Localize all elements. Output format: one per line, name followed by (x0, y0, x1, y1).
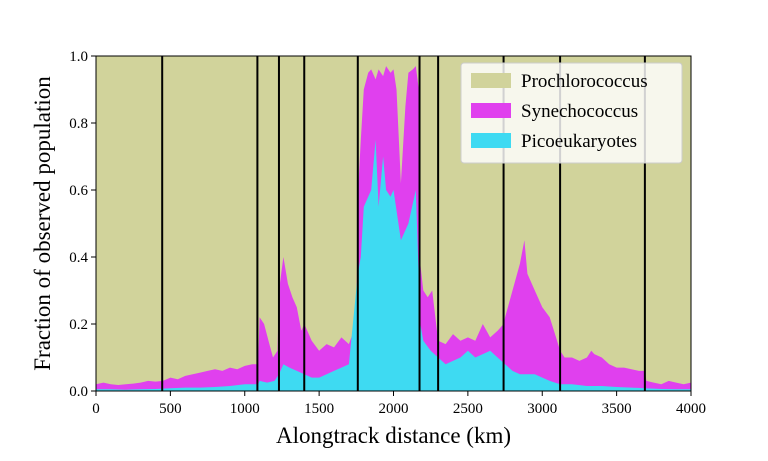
y-tick-label: 1.0 (69, 49, 88, 65)
legend-swatch (471, 103, 511, 118)
x-tick-label: 1500 (304, 401, 334, 417)
y-axis-label: Fraction of observed population (30, 76, 55, 371)
x-tick-label: 0 (92, 401, 100, 417)
y-tick-label: 0.6 (69, 183, 88, 199)
y-tick-label: 0.4 (69, 250, 88, 266)
y-axis: 0.0 0.2 0.4 0.6 0.8 1.0 (69, 49, 96, 400)
x-tick-label: 3000 (527, 401, 557, 417)
y-tick-label: 0.0 (69, 384, 88, 400)
legend-swatch (471, 73, 511, 88)
x-tick-label: 2000 (379, 401, 409, 417)
legend-box (460, 62, 683, 164)
y-tick-label: 0.2 (69, 317, 88, 333)
x-tick-label: 1000 (230, 401, 260, 417)
x-axis-label: Alongtrack distance (km) (276, 423, 511, 448)
x-tick-label: 500 (159, 401, 182, 417)
y-tick-label: 0.8 (69, 116, 88, 132)
legend-swatch (471, 133, 511, 148)
series-picoeukaryotes-area (96, 139, 691, 391)
legend-entry: Synechococcus (521, 101, 638, 122)
x-tick-label: 2500 (453, 401, 483, 417)
legend-entry: Picoeukaryotes (521, 131, 637, 152)
x-axis: 0 500 1000 1500 2000 2500 3000 3500 4000 (92, 391, 706, 417)
x-tick-label: 3500 (602, 401, 632, 417)
x-tick-label: 4000 (676, 401, 706, 417)
legend-entry: Prochlorococcus (521, 71, 648, 92)
legend: Prochlorococcus Synechococcus Picoeukaryot… (460, 62, 683, 164)
